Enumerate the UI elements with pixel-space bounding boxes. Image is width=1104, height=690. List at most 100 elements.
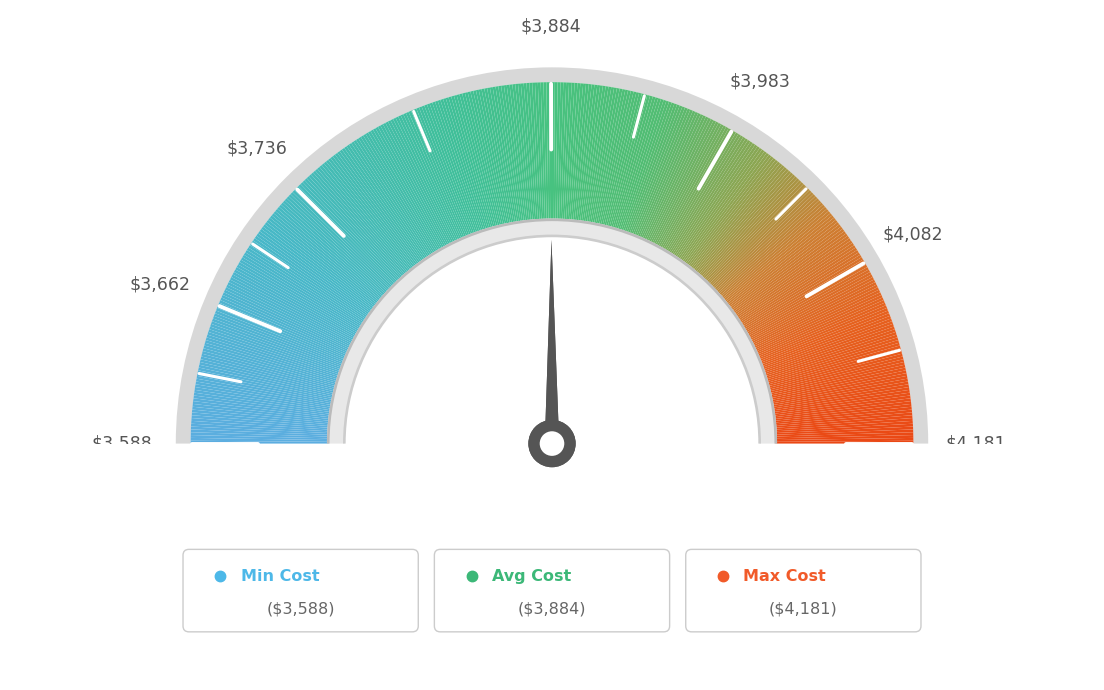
Wedge shape [532, 83, 541, 221]
Wedge shape [752, 282, 877, 345]
Wedge shape [644, 114, 703, 241]
Wedge shape [328, 158, 415, 268]
Wedge shape [646, 115, 705, 242]
Wedge shape [584, 86, 606, 223]
Wedge shape [628, 104, 677, 234]
Wedge shape [755, 295, 882, 353]
Wedge shape [775, 426, 913, 435]
Wedge shape [479, 89, 509, 225]
Wedge shape [658, 126, 726, 248]
Wedge shape [703, 178, 799, 281]
Text: $3,736: $3,736 [226, 140, 287, 158]
Wedge shape [635, 108, 688, 237]
Wedge shape [694, 165, 785, 273]
Wedge shape [197, 376, 332, 404]
Wedge shape [591, 88, 617, 224]
Wedge shape [611, 95, 650, 228]
Wedge shape [774, 398, 911, 417]
Wedge shape [728, 220, 838, 306]
Wedge shape [259, 229, 372, 313]
Wedge shape [541, 82, 546, 220]
Wedge shape [202, 351, 336, 388]
Wedge shape [736, 240, 852, 319]
Wedge shape [191, 435, 329, 440]
Wedge shape [639, 111, 696, 239]
Wedge shape [217, 305, 346, 359]
Wedge shape [326, 160, 414, 269]
Wedge shape [191, 418, 329, 430]
Wedge shape [245, 250, 363, 326]
Wedge shape [487, 88, 513, 224]
Wedge shape [661, 128, 731, 250]
Wedge shape [614, 97, 656, 230]
Wedge shape [616, 97, 658, 230]
Wedge shape [203, 348, 337, 386]
Wedge shape [191, 424, 329, 433]
Wedge shape [209, 329, 340, 375]
Wedge shape [735, 238, 851, 318]
Wedge shape [675, 141, 753, 258]
Wedge shape [647, 117, 709, 242]
Wedge shape [773, 393, 910, 414]
Wedge shape [678, 145, 757, 259]
Wedge shape [775, 421, 913, 431]
Wedge shape [654, 121, 719, 246]
Wedge shape [344, 236, 760, 444]
Wedge shape [193, 401, 330, 419]
Wedge shape [422, 106, 473, 235]
Wedge shape [619, 99, 664, 231]
Wedge shape [566, 83, 577, 221]
Wedge shape [670, 137, 745, 255]
Wedge shape [688, 156, 774, 267]
Wedge shape [191, 426, 329, 435]
Wedge shape [330, 156, 416, 267]
Wedge shape [713, 194, 816, 290]
Wedge shape [552, 82, 555, 220]
Wedge shape [295, 188, 394, 287]
Wedge shape [729, 222, 839, 308]
Text: $4,082: $4,082 [883, 226, 944, 244]
Wedge shape [523, 83, 537, 221]
Wedge shape [327, 219, 777, 444]
Wedge shape [771, 365, 905, 397]
Wedge shape [365, 132, 438, 252]
Wedge shape [521, 83, 534, 221]
Wedge shape [307, 176, 402, 279]
Wedge shape [763, 326, 895, 373]
Wedge shape [711, 190, 811, 288]
Wedge shape [746, 264, 868, 335]
Wedge shape [633, 106, 686, 236]
Wedge shape [197, 373, 333, 402]
Wedge shape [265, 222, 375, 308]
Wedge shape [266, 220, 376, 306]
Wedge shape [343, 235, 761, 444]
Wedge shape [587, 86, 612, 223]
Wedge shape [775, 432, 913, 438]
Wedge shape [233, 272, 355, 339]
Wedge shape [751, 279, 875, 344]
Wedge shape [715, 196, 817, 292]
Wedge shape [391, 119, 454, 244]
Wedge shape [238, 262, 359, 333]
Wedge shape [650, 119, 713, 244]
Wedge shape [476, 90, 507, 225]
Wedge shape [205, 340, 338, 382]
Wedge shape [775, 441, 913, 444]
Wedge shape [340, 150, 422, 263]
Wedge shape [740, 248, 857, 324]
Wedge shape [248, 245, 365, 322]
Wedge shape [311, 172, 404, 277]
Wedge shape [235, 267, 357, 336]
Wedge shape [718, 200, 821, 295]
Wedge shape [327, 219, 777, 444]
Wedge shape [665, 131, 736, 251]
Wedge shape [757, 300, 884, 357]
Wedge shape [383, 123, 449, 246]
Wedge shape [716, 198, 819, 293]
Wedge shape [766, 340, 899, 382]
Wedge shape [595, 89, 625, 225]
Wedge shape [761, 316, 891, 366]
Wedge shape [485, 88, 512, 224]
Wedge shape [765, 337, 899, 380]
Wedge shape [309, 175, 403, 278]
